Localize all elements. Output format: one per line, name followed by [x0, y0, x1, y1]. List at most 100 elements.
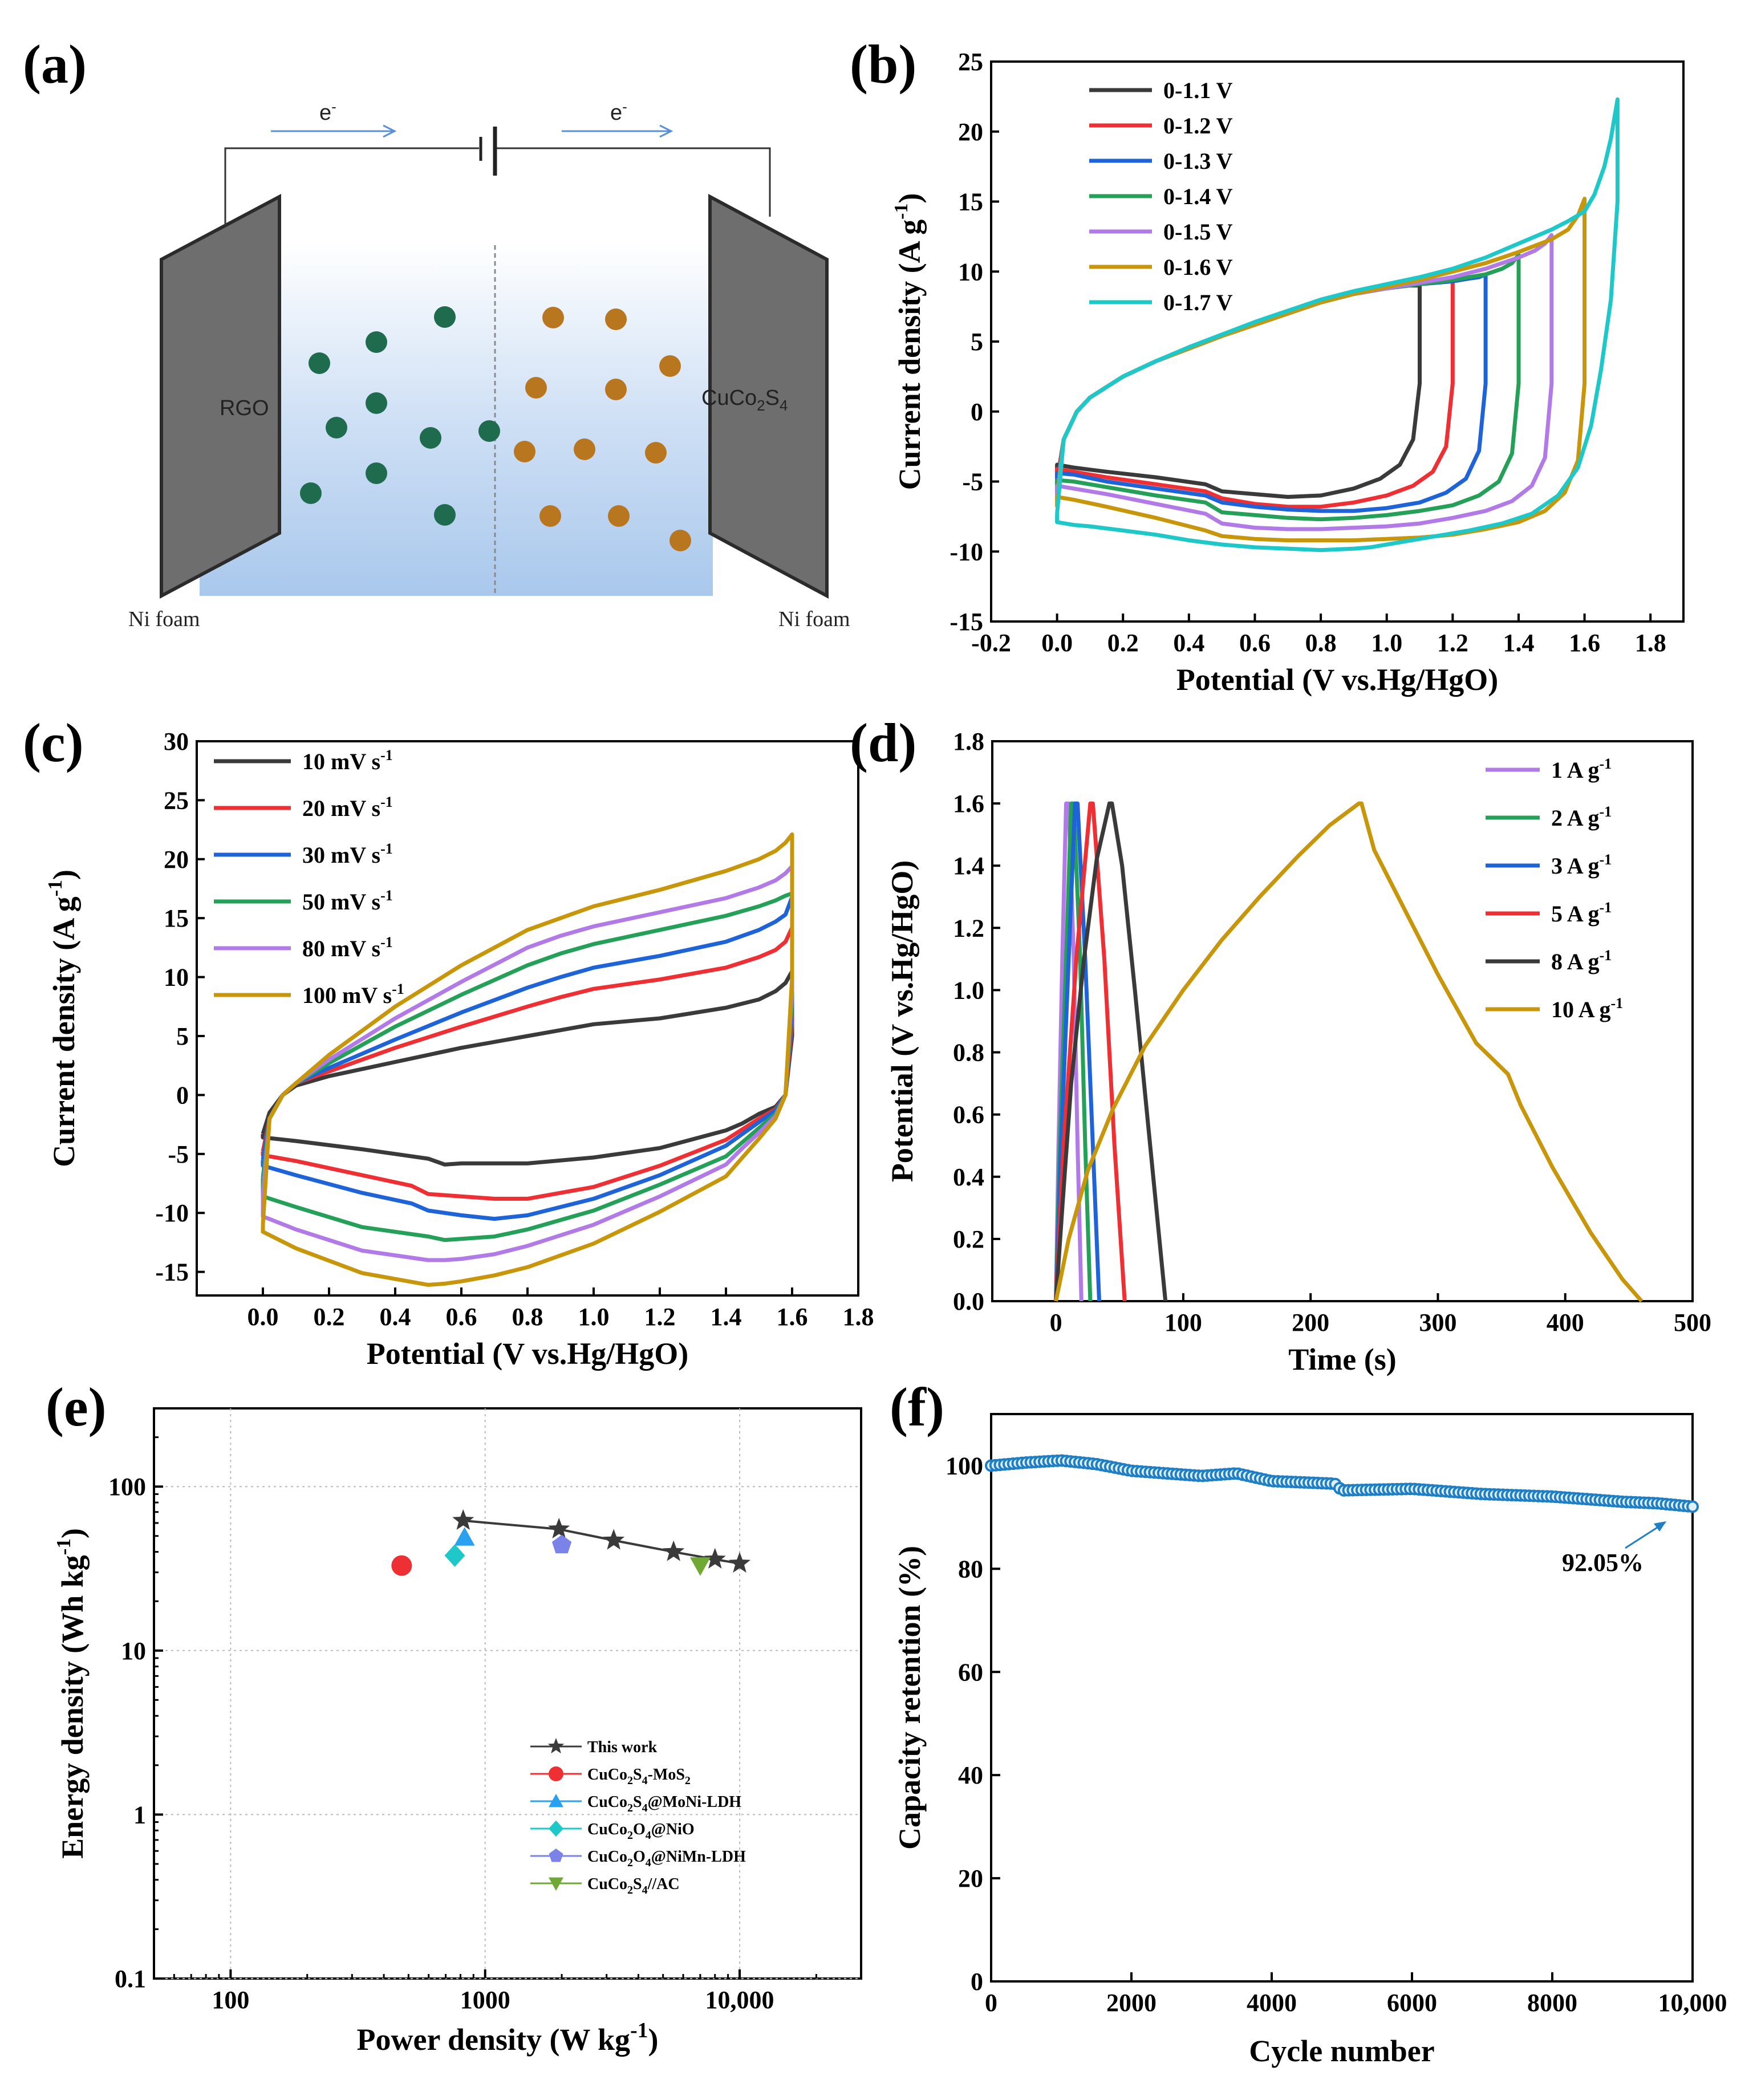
axis-label-text: Energy density (Wh kg	[55, 1555, 90, 1859]
y-tick-label: 1.4	[953, 852, 984, 880]
legend-subscript: 4	[642, 1774, 648, 1787]
cv-curve-0-1.7 V	[1055, 97, 1620, 553]
legend-text: O	[633, 1821, 646, 1838]
x-tick-label: 0.4	[380, 1303, 411, 1331]
y-tick-label: -10	[949, 538, 983, 566]
legend-subscript: 2	[627, 1774, 633, 1787]
legend-text: 30 mV s	[302, 842, 380, 868]
gcd-curve-10 A g-1	[1054, 801, 1644, 1303]
ion-green	[420, 427, 441, 449]
y-tick-label: 1.8	[953, 728, 984, 755]
chart-panel-f: 0 2000 4000 6000 8000 10,000 0 20 40 60 80 100 92.05…	[892, 1413, 1727, 2068]
y-axis-label: Potential (V vs.Hg/HgO)	[885, 860, 919, 1182]
y-axis-label: Energy density (Wh kg-1)	[52, 1528, 90, 1859]
x-tick-label: 400	[1547, 1309, 1584, 1337]
ion-green	[366, 392, 387, 414]
legend-text: 0-1.2 V	[1163, 113, 1233, 139]
y-tick-label: 100	[108, 1473, 146, 1501]
x-tick-label: 1.6	[777, 1303, 808, 1331]
y-tick-label: 20	[958, 1865, 983, 1892]
legend-item-label: 5 A g-1	[1551, 899, 1612, 927]
cation-dots	[514, 307, 691, 551]
annotation-label: 92.05%	[1562, 1549, 1644, 1577]
electron-arrowhead-right	[659, 124, 673, 138]
x-tick-label: 1.0	[1371, 629, 1402, 657]
legend-text: 0-1.1 V	[1163, 78, 1233, 103]
cuco2s4-label: CuCo2S4	[701, 386, 788, 414]
chart-panel-b: -0.2 0.0 0.2 0.4 0.6 0.8 1.0 1.2 1.4 1.6 1.8-15-10…	[891, 48, 1685, 697]
legend-item-label: 0-1.6 V	[1163, 254, 1233, 280]
legend-label: This work	[587, 1739, 658, 1756]
y-axis-label: Current density (A g-1)	[44, 870, 81, 1167]
x-axis-label: Potential (V vs.Hg/HgO)	[367, 1337, 688, 1371]
ion-brown	[659, 355, 681, 377]
y-tick-label: 0.8	[953, 1039, 984, 1067]
x-tick-label: 200	[1292, 1309, 1329, 1337]
x-tick-label: 2000	[1106, 1989, 1157, 2017]
y-tick-label: 20	[958, 118, 983, 146]
ion-green	[434, 306, 456, 328]
x-tick-label: 300	[1419, 1309, 1456, 1337]
legend-item-label: 2 A g-1	[1551, 803, 1612, 831]
right-wire	[496, 147, 771, 217]
legend-label: CuCo2S4@MoNi-LDH	[587, 1793, 741, 1814]
y-tick-label: 30	[164, 728, 189, 755]
y-tick-label: 0.4	[953, 1163, 984, 1191]
legend-item-label: 0-1.7 V	[1163, 290, 1233, 315]
data-point-This work	[704, 1547, 726, 1569]
legend-superscript: -1	[1599, 851, 1612, 868]
legend-text: 50 mV s	[302, 889, 380, 915]
y-tick-label: 1.2	[953, 914, 984, 942]
x-tick-label: 1.2	[1437, 629, 1468, 657]
x-tick-label: 0.2	[1107, 629, 1139, 657]
axis-label-superscript: -1	[44, 880, 66, 896]
panel-label-d: (d)	[850, 712, 916, 773]
y-tick-label: 0.1	[115, 1965, 146, 1993]
legend-text: 100 mV s	[302, 982, 392, 1008]
legend-text: S	[633, 1875, 642, 1893]
legend-text: CuCo	[587, 1821, 627, 1838]
legend-text: 1 A g	[1551, 757, 1599, 783]
ion-green	[366, 462, 387, 484]
legend-item-label: 0-1.3 V	[1163, 148, 1233, 174]
x-tick-label: 0.0	[1041, 629, 1073, 657]
legend-superscript: -1	[1610, 995, 1623, 1012]
x-tick-label: 0.2	[314, 1303, 345, 1331]
ion-brown	[514, 441, 535, 462]
axis-label-text: Current density (A g	[47, 896, 81, 1167]
legend-item-label: 10 mV s-1	[302, 747, 393, 774]
legend-text: CuCo	[587, 1793, 627, 1811]
legend-item-label: 3 A g-1	[1551, 851, 1612, 879]
legend-subscript: 2	[627, 1884, 633, 1896]
plot-frame	[990, 1413, 1694, 1983]
ion-green	[366, 331, 387, 353]
legend-subscript: 2	[627, 1829, 633, 1842]
x-tick-label: 1.6	[1569, 629, 1600, 657]
y-tick-label: 1	[133, 1801, 146, 1829]
y-tick-label: 0.2	[953, 1225, 984, 1253]
y-tick-label: 25	[958, 48, 983, 76]
chart-panel-e: 100 1000 10,000 0.1 1 10 100 Power density (W k…	[52, 1407, 862, 2057]
y-axis-label: Capacity retention (%)	[892, 1546, 927, 1850]
y-tick-label: 10	[121, 1637, 146, 1665]
ion-brown	[542, 307, 564, 328]
legend-swatch-marker	[549, 1794, 563, 1807]
y-tick-label: -15	[155, 1258, 189, 1286]
ion-brown	[525, 377, 547, 399]
y-tick-label: 20	[164, 846, 189, 874]
plot-frame	[153, 1407, 862, 1980]
y-tick-label: 40	[958, 1761, 983, 1789]
legend-superscript: -1	[392, 981, 404, 997]
y-tick-label: 60	[958, 1658, 983, 1686]
axis-label-superscript: -1	[891, 204, 912, 220]
legend-text: 0-1.5 V	[1163, 219, 1233, 245]
legend-superscript: -1	[380, 840, 393, 857]
data-point-This work	[729, 1552, 751, 1573]
legend-text: CuCo	[587, 1875, 627, 1893]
axis-label-text: Current density (A g	[892, 220, 927, 490]
legend-swatch-marker	[549, 1849, 563, 1862]
data-point-CuCo2S4-MoS2	[391, 1555, 412, 1576]
legend-text: 0-1.4 V	[1163, 184, 1233, 209]
legend-superscript: -1	[1599, 803, 1612, 820]
